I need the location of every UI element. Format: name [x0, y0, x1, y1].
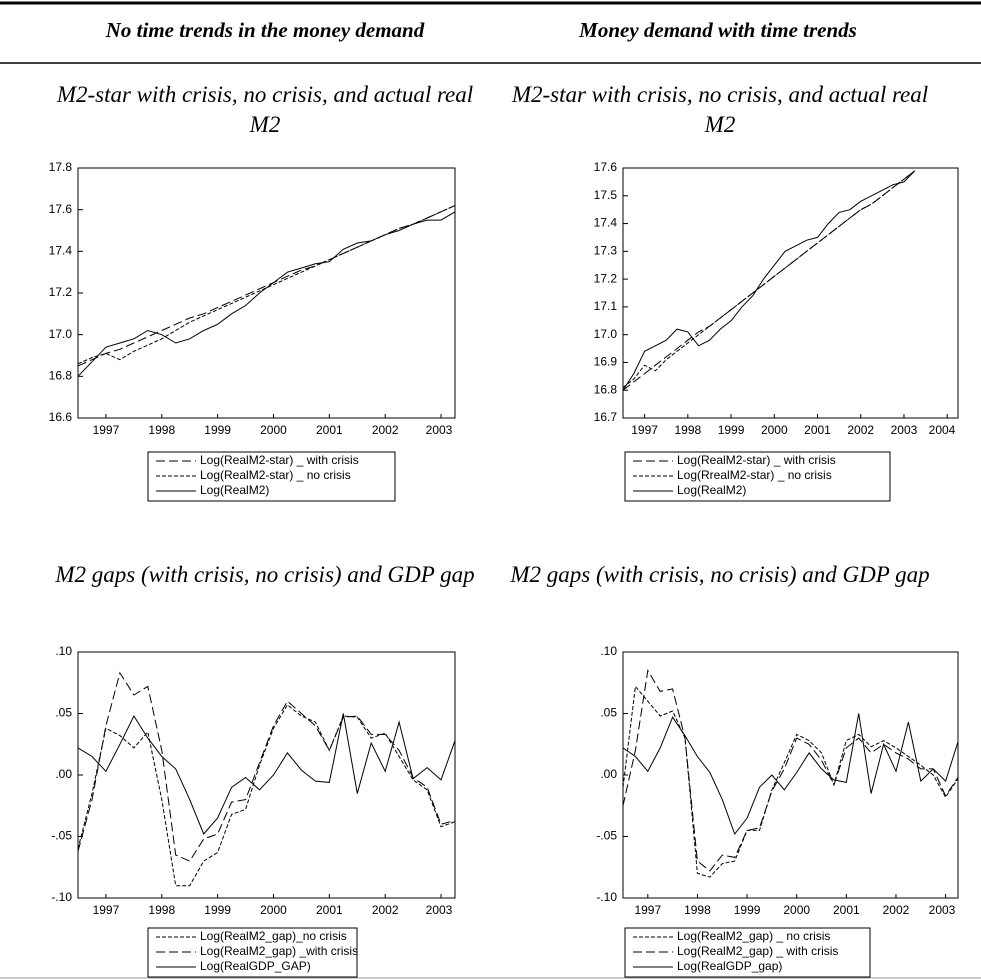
series-line	[622, 170, 916, 391]
y-tick-label: 17.2	[49, 285, 73, 299]
series-line	[77, 205, 456, 365]
x-tick-label: 1998	[674, 423, 701, 437]
y-tick-label: 17.1	[594, 299, 618, 313]
y-tick-label: -.05	[51, 829, 72, 843]
legend-label: Log(RealM2-star) _ with crisis	[677, 453, 836, 467]
y-tick-label: -.10	[51, 890, 72, 904]
y-tick-label: .00	[600, 767, 617, 781]
series-line	[622, 713, 959, 836]
legend-label: Log(RealM2-star) _ no crisis	[200, 468, 351, 482]
x-tick-label: 1999	[204, 423, 231, 437]
chart-title: M2-star with crisis, no crisis, and actu…	[56, 82, 474, 137]
y-tick-label: 17.3	[594, 244, 618, 258]
x-tick-label: 2003	[426, 903, 453, 917]
x-tick-label: 2001	[316, 903, 343, 917]
legend-label: Log(RealM2-star) _ with crisis	[200, 453, 359, 467]
chart-title: M2 gaps (with crisis, no crisis) and GDP…	[55, 562, 475, 587]
x-tick-label: 2000	[260, 423, 287, 437]
chart-title: M2-star with crisis, no crisis, and actu…	[511, 82, 929, 137]
y-tick-label: 17.4	[594, 216, 618, 230]
plot-frame	[77, 167, 456, 419]
legend-box	[147, 927, 358, 978]
x-tick-label: 2003	[426, 423, 453, 437]
x-tick-label: 1999	[204, 903, 231, 917]
legend-label: Log(RealGDP_GAP)	[200, 959, 311, 973]
x-tick-label: 2000	[783, 903, 810, 917]
y-tick-label: 17.8	[49, 160, 73, 174]
plot-frame	[622, 651, 959, 899]
series-line	[622, 685, 959, 878]
y-tick-label: 17.6	[49, 202, 73, 216]
x-tick-label: 2002	[883, 903, 910, 917]
y-tick-label: -.10	[596, 890, 617, 904]
x-tick-label: 2002	[372, 423, 399, 437]
series-line	[77, 713, 456, 835]
x-tick-label: 2001	[833, 903, 860, 917]
x-tick-label: 1998	[148, 423, 175, 437]
x-tick-label: 2002	[847, 423, 874, 437]
series-line	[622, 170, 916, 388]
plot-frame	[622, 167, 959, 419]
y-tick-label: 17.0	[49, 327, 73, 341]
x-tick-label: 2000	[761, 423, 788, 437]
y-tick-label: 17.5	[594, 188, 618, 202]
x-tick-label: 1997	[93, 903, 120, 917]
series-line	[622, 669, 959, 872]
legend-label: Log(RealM2)	[200, 483, 269, 497]
legend-label: Log(RealM2_gap) _with crisis	[200, 944, 358, 958]
legend-label: Log(RealM2)	[677, 483, 746, 497]
series-line	[77, 211, 456, 377]
y-tick-label: 17.2	[594, 271, 618, 285]
x-tick-label: 1998	[684, 903, 711, 917]
y-tick-label: .05	[55, 706, 72, 720]
y-tick-label: -.05	[596, 829, 617, 843]
chart-title: M2 gaps (with crisis, no crisis) and GDP…	[510, 562, 930, 587]
legend-label: Log(RealM2_gap) _ with crisis	[677, 944, 838, 958]
x-tick-label: 2000	[260, 903, 287, 917]
x-tick-label: 1999	[718, 423, 745, 437]
y-tick-label: .10	[55, 644, 72, 658]
x-tick-label: 2003	[929, 903, 956, 917]
legend-label: Log(RrealM2-star) _ no crisis	[677, 468, 832, 482]
x-tick-label: 1998	[148, 903, 175, 917]
y-tick-label: .00	[55, 767, 72, 781]
y-tick-label: 16.8	[594, 382, 618, 396]
y-tick-label: .10	[600, 644, 617, 658]
y-tick-label: 16.6	[49, 410, 73, 424]
y-tick-label: 17.0	[594, 327, 618, 341]
legend-label: Log(RealM2_gap) _ no crisis	[677, 929, 830, 943]
legend-box	[147, 451, 396, 502]
x-tick-label: 2001	[804, 423, 831, 437]
x-tick-label: 2001	[316, 423, 343, 437]
legend-label: Log(RealGDP_gap)	[677, 959, 782, 973]
plot-frame	[77, 651, 456, 899]
legend-box	[624, 451, 891, 502]
y-tick-label: 16.8	[49, 369, 73, 383]
column-header: No time trends in the money demand	[105, 18, 425, 42]
column-header: Money demand with time trends	[579, 18, 857, 42]
x-tick-label: 1997	[93, 423, 120, 437]
y-tick-label: 17.4	[49, 244, 73, 258]
y-tick-label: 16.9	[594, 355, 618, 369]
series-line	[77, 704, 456, 887]
x-tick-label: 1997	[631, 423, 658, 437]
legend-label: Log(RealM2_gap)_no crisis	[200, 929, 347, 943]
x-tick-label: 1999	[734, 903, 761, 917]
y-tick-label: 17.6	[594, 160, 618, 174]
x-tick-label: 2002	[372, 903, 399, 917]
y-tick-label: .05	[600, 706, 617, 720]
y-tick-label: 16.7	[594, 410, 618, 424]
x-tick-label: 2004	[929, 423, 956, 437]
legend-box	[624, 927, 871, 978]
series-line	[77, 205, 456, 367]
x-tick-label: 2003	[891, 423, 918, 437]
x-tick-label: 1997	[634, 903, 661, 917]
series-line	[77, 671, 456, 862]
